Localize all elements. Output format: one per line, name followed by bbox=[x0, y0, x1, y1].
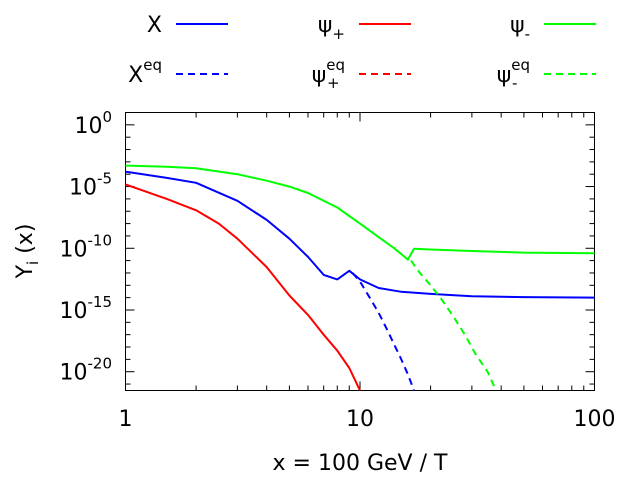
legend-entry-psi-minus: ψ- bbox=[510, 13, 596, 43]
legend-entry-psi-plus-eq: ψeq + bbox=[312, 56, 411, 92]
y-tick-label: 10-5 bbox=[69, 170, 112, 201]
legend-label: ψeq + bbox=[312, 56, 345, 92]
legend-label-sup: eq bbox=[511, 56, 530, 74]
series-line-psi-plus bbox=[125, 183, 361, 391]
y-tick-label: 10-20 bbox=[60, 355, 113, 386]
legend-entry-psi-minus-eq: ψeq - bbox=[497, 56, 596, 92]
y-tick-label: 100 bbox=[74, 108, 112, 139]
series-line-psi-minus bbox=[125, 164, 595, 261]
plot-area bbox=[125, 112, 595, 391]
legend-label-base: ψ bbox=[318, 13, 333, 38]
y-axis-title-base: Y bbox=[13, 264, 38, 279]
legend-label-base: ψ bbox=[497, 63, 512, 88]
y-axis-title: Yi (x) bbox=[13, 224, 42, 280]
legend-label: ψeq - bbox=[497, 56, 530, 92]
legend-label-sup: eq bbox=[143, 56, 162, 74]
legend-label-sub: + bbox=[332, 25, 345, 43]
y-tick-base: 10 bbox=[69, 176, 97, 201]
y-tick-exponent: -10 bbox=[88, 231, 113, 249]
y-tick-base: 10 bbox=[60, 361, 88, 386]
legend-label-sub: + bbox=[327, 74, 340, 92]
legend-label-base: ψ bbox=[510, 13, 525, 38]
x-tick-label: 1 bbox=[119, 407, 133, 432]
legend-label-base: ψ bbox=[312, 63, 327, 88]
series-layer bbox=[125, 164, 595, 391]
series-line-chi-eq bbox=[351, 272, 415, 391]
y-axis-title-sub: i bbox=[24, 261, 42, 265]
legend-label-sub: - bbox=[512, 74, 517, 92]
legend-label: ψ+ bbox=[318, 13, 345, 43]
series-line-chi bbox=[125, 170, 595, 299]
x-tick-label: 10 bbox=[346, 407, 374, 432]
series-line-psi-minus-eq bbox=[410, 260, 497, 391]
axis-ticks bbox=[125, 112, 595, 391]
y-tick-exponent: -5 bbox=[97, 170, 112, 188]
y-tick-label: 10-10 bbox=[60, 231, 113, 262]
legend-entry-chi: X bbox=[147, 13, 228, 38]
legend-entry-psi-plus: ψ+ bbox=[318, 13, 411, 43]
y-tick-base: 10 bbox=[60, 299, 88, 324]
legend-label: ψ- bbox=[510, 13, 530, 43]
legend-label: X bbox=[147, 13, 162, 38]
y-tick-base: 10 bbox=[74, 114, 102, 139]
legend-entry-chi-eq: Xeq bbox=[128, 56, 228, 88]
legend-label-sup: eq bbox=[326, 56, 345, 74]
y-tick-exponent: -15 bbox=[88, 293, 113, 311]
y-tick-label: 10-15 bbox=[60, 293, 113, 324]
legend-label-sub: - bbox=[525, 25, 530, 43]
x-axis-title: x = 100 GeV / T bbox=[273, 451, 448, 476]
x-tick-label: 100 bbox=[574, 407, 616, 432]
y-tick-exponent: 0 bbox=[102, 108, 112, 126]
y-tick-exponent: -20 bbox=[88, 355, 113, 373]
legend-label-base: X bbox=[147, 13, 162, 38]
y-axis-title-rest: (x) bbox=[13, 224, 38, 261]
y-tick-base: 10 bbox=[60, 237, 88, 262]
legend-label-base: X bbox=[128, 63, 143, 88]
x-tick-labels: 1 10 100 bbox=[119, 407, 616, 432]
legend-label: Xeq bbox=[128, 56, 162, 88]
